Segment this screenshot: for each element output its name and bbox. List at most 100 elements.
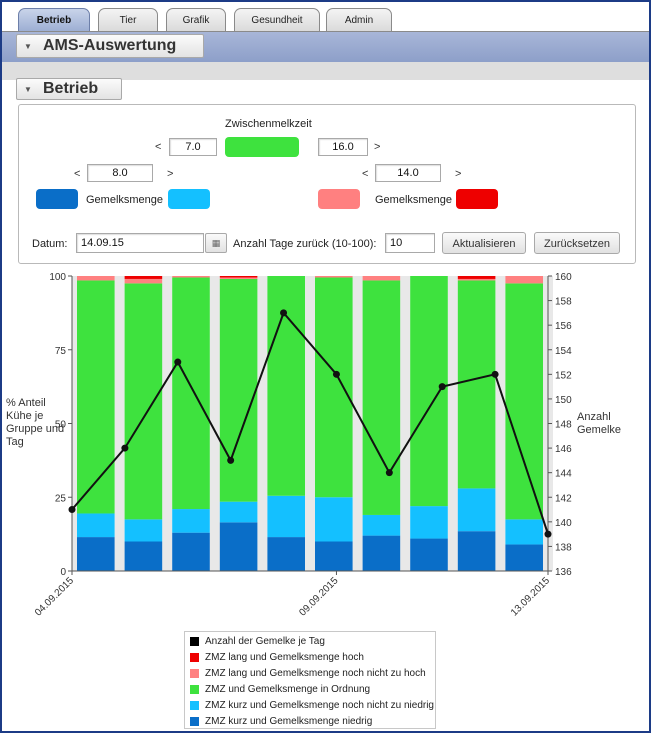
bar-segment bbox=[172, 277, 210, 510]
header-collapsible[interactable]: ▼ AMS-Auswertung bbox=[16, 34, 204, 58]
gemelke-point bbox=[385, 469, 393, 477]
y-left-tick-label: 0 bbox=[60, 567, 66, 578]
y-left-title: % Anteil Kühe je Gruppe und Tag bbox=[6, 397, 65, 448]
zmz-ok-swatch bbox=[225, 137, 299, 157]
refresh-button[interactable]: Aktualisieren bbox=[442, 232, 526, 254]
gemelke-point bbox=[121, 444, 129, 452]
red-swatch bbox=[456, 189, 498, 209]
gemelksmenge-label-left: Gemelksmenge bbox=[86, 194, 164, 206]
tab-admin[interactable]: Admin bbox=[326, 8, 392, 32]
tage-label: Anzahl Tage zurück (10-100): bbox=[233, 238, 377, 250]
bar-segment bbox=[172, 276, 210, 278]
bar-segment bbox=[410, 276, 448, 507]
bar-segment bbox=[505, 283, 543, 520]
mg-high-increase[interactable]: > bbox=[455, 168, 462, 180]
bar-segment bbox=[124, 519, 163, 542]
legend-item[interactable]: ZMZ lang und Gemelksmenge hoch bbox=[190, 650, 364, 664]
bar-segment bbox=[457, 278, 496, 281]
y-right-title: Anzahl Gemelke bbox=[577, 411, 622, 436]
bar-segment bbox=[77, 537, 115, 571]
y-left-tick-label: 25 bbox=[55, 493, 67, 504]
bar-segment bbox=[219, 278, 258, 502]
gemelke-point bbox=[68, 506, 76, 514]
gemelke-point bbox=[280, 309, 288, 317]
bar-segment bbox=[267, 276, 305, 496]
y-right-tick-label: 160 bbox=[555, 272, 572, 283]
tab-tier[interactable]: Tier bbox=[98, 8, 158, 32]
y-right-tick-label: 156 bbox=[555, 321, 572, 332]
gemelke-point bbox=[544, 530, 552, 538]
bar-gap bbox=[305, 276, 315, 571]
bar-segment bbox=[457, 531, 496, 571]
mg-low-increase[interactable]: > bbox=[167, 168, 174, 180]
legend-label: ZMZ kurz und Gemelksmenge noch nicht zu … bbox=[205, 699, 434, 711]
zmz-high-increase[interactable]: > bbox=[374, 141, 381, 153]
tage-input[interactable]: 10 bbox=[385, 233, 435, 253]
legend-swatch bbox=[190, 636, 199, 646]
tab-bar: Betrieb Tier Grafik Gesundheit Admin bbox=[2, 2, 649, 32]
dark-blue-swatch bbox=[36, 189, 78, 209]
header-band: ▼ AMS-Auswertung bbox=[2, 32, 649, 62]
legend-swatch bbox=[190, 668, 199, 678]
bar-segment bbox=[219, 276, 258, 278]
legend-item[interactable]: ZMZ und Gemelksmenge in Ordnung bbox=[190, 682, 370, 696]
legend-item[interactable]: ZMZ lang und Gemelksmenge noch nicht zu … bbox=[190, 666, 426, 680]
bar-segment bbox=[124, 278, 163, 284]
mg-high-input[interactable]: 14.0 bbox=[375, 164, 441, 182]
zmz-low-decrease[interactable]: < bbox=[155, 141, 162, 153]
tab-betrieb[interactable]: Betrieb bbox=[18, 8, 90, 32]
pink-swatch bbox=[318, 189, 360, 209]
y-right-tick-label: 144 bbox=[555, 469, 572, 480]
x-tick-label: 13.09.2015 bbox=[509, 575, 552, 618]
legend-swatch bbox=[190, 700, 199, 710]
zmz-high-input[interactable]: 16.0 bbox=[318, 138, 368, 156]
tab-grafik[interactable]: Grafik bbox=[166, 8, 226, 32]
light-blue-swatch bbox=[168, 189, 210, 209]
mg-low-input[interactable]: 8.0 bbox=[87, 164, 153, 182]
bar-segment bbox=[77, 280, 115, 514]
legend-swatch bbox=[190, 684, 199, 694]
gemelke-point bbox=[174, 358, 182, 366]
bar-segment bbox=[315, 497, 353, 542]
y-right-tick-label: 142 bbox=[555, 493, 572, 504]
bar-segment bbox=[315, 541, 353, 571]
calendar-icon[interactable]: ▦ bbox=[205, 233, 227, 253]
bar-gap bbox=[495, 276, 506, 571]
y-right-tick-label: 154 bbox=[555, 346, 572, 357]
collapse-triangle-icon[interactable]: ▼ bbox=[24, 84, 32, 94]
legend-item[interactable]: ZMZ kurz und Gemelksmenge noch nicht zu … bbox=[190, 698, 434, 712]
reset-button[interactable]: Zurücksetzen bbox=[534, 232, 620, 254]
datum-label: Datum: bbox=[32, 238, 68, 250]
zmz-low-input[interactable]: 7.0 bbox=[169, 138, 217, 156]
bar-segment bbox=[410, 538, 448, 571]
bar-segment bbox=[219, 522, 258, 571]
y-left-tick-label: 75 bbox=[55, 346, 67, 357]
x-tick-label: 04.09.2015 bbox=[33, 575, 76, 618]
tab-gesundheit[interactable]: Gesundheit bbox=[234, 8, 320, 32]
gemelke-point bbox=[332, 370, 340, 378]
datum-input[interactable]: 14.09.15 bbox=[76, 233, 204, 253]
bar-segment bbox=[457, 488, 496, 532]
y-right-tick-label: 140 bbox=[555, 518, 572, 529]
y-left-tick-label: 50 bbox=[55, 420, 67, 431]
gemelke-point bbox=[491, 370, 499, 378]
chart-legend: Anzahl der Gemelke je Tag ZMZ lang und G… bbox=[184, 631, 436, 729]
bar-segment bbox=[315, 276, 353, 278]
settings-panel: Zwischenmelkzeit < 7.0 16.0 > < 8.0 > < … bbox=[18, 104, 636, 264]
bar-segment bbox=[267, 495, 305, 538]
bar-gap bbox=[352, 276, 363, 571]
y-right-tick-label: 150 bbox=[555, 395, 572, 406]
section-betrieb-header[interactable]: ▼ Betrieb bbox=[16, 78, 122, 100]
mg-low-decrease[interactable]: < bbox=[74, 168, 81, 180]
legend-item[interactable]: ZMZ kurz und Gemelksmenge niedrig bbox=[190, 714, 372, 728]
legend-item[interactable]: Anzahl der Gemelke je Tag bbox=[190, 634, 325, 648]
chart-svg: 0 25 50 75 100 136 138 140 142 144 146 148 150 152 154… bbox=[33, 272, 572, 619]
bar-gap bbox=[400, 276, 411, 571]
bar-gap bbox=[257, 276, 268, 571]
collapse-triangle-icon[interactable]: ▼ bbox=[24, 41, 32, 51]
gemelke-point bbox=[227, 456, 235, 464]
section-title: Betrieb bbox=[43, 80, 99, 97]
header-shadow-band bbox=[2, 62, 649, 80]
y-right-tick-label: 158 bbox=[555, 297, 572, 308]
mg-high-decrease[interactable]: < bbox=[362, 168, 369, 180]
